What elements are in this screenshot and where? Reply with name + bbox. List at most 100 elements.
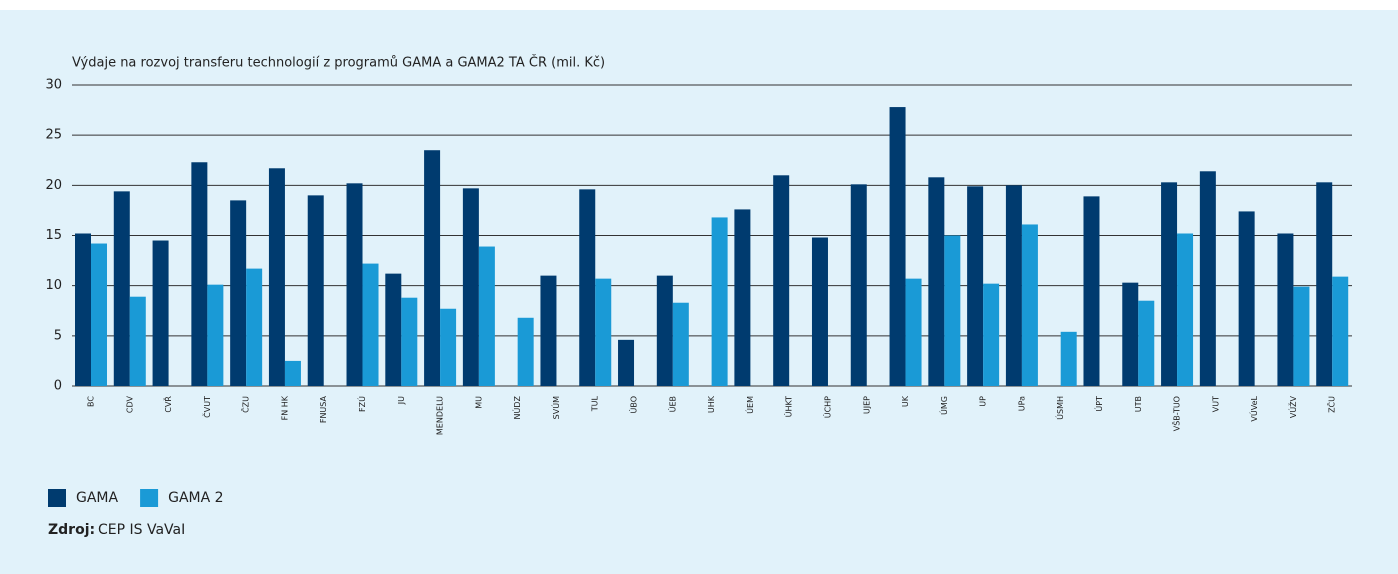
bar	[928, 177, 945, 386]
x-tick-label: ÚBO	[628, 396, 639, 414]
source: CEP IS VaVaI	[98, 522, 185, 538]
x-tick-label: FNUSA	[319, 395, 328, 423]
bar	[462, 188, 479, 386]
bar	[850, 184, 867, 386]
x-tick-label: UP	[979, 396, 988, 407]
y-tick-label: 10	[45, 278, 62, 293]
bar	[1021, 224, 1038, 386]
x-tick-label: ÚMG	[938, 396, 949, 415]
x-tick-label: TUL	[591, 395, 600, 412]
x-tick-label: VÚVeL	[1248, 395, 1259, 421]
legend-swatch	[48, 489, 66, 507]
bar	[711, 217, 728, 386]
bar	[268, 168, 285, 386]
bar	[1332, 276, 1349, 386]
x-tick-label: CDV	[125, 395, 134, 413]
bar	[75, 233, 91, 386]
y-tick-label: 15	[45, 228, 62, 243]
y-tick-label: 25	[45, 128, 62, 143]
bar	[1238, 211, 1255, 386]
bar	[129, 296, 146, 386]
x-tick-label: BC	[87, 396, 96, 407]
bar	[734, 209, 751, 386]
bar	[424, 150, 441, 386]
bar	[811, 237, 828, 386]
x-tick-label: VŠB-TUO	[1171, 396, 1182, 431]
source-label: Zdroj:	[48, 522, 95, 538]
x-tick-label: FN HK	[280, 395, 289, 420]
bar	[230, 200, 247, 386]
bar	[517, 317, 534, 386]
x-tick-label: VÚŽV	[1287, 395, 1298, 418]
bar	[983, 283, 1000, 386]
y-tick-label: 20	[45, 178, 62, 193]
x-tick-label: UPa	[1017, 396, 1026, 411]
bar	[1161, 182, 1178, 386]
bar	[944, 235, 961, 386]
bar	[1293, 286, 1310, 386]
bar	[401, 297, 418, 386]
x-tick-label: NÚDZ	[511, 395, 522, 419]
bar	[385, 273, 402, 386]
x-tick-label: JU	[397, 396, 406, 405]
x-tick-label: UHK	[707, 395, 716, 413]
bar	[307, 195, 324, 386]
x-tick-label: ČVUT	[201, 396, 212, 418]
bar	[1122, 282, 1139, 386]
bar	[618, 339, 635, 386]
bar	[284, 360, 301, 386]
x-tick-label: CVŘ	[163, 396, 173, 413]
bar	[1277, 233, 1294, 386]
bar	[191, 162, 208, 386]
x-tick-label: ÚHKT	[783, 396, 794, 417]
bar	[1005, 185, 1022, 386]
x-tick-label: VUT	[1211, 396, 1220, 412]
legend-label: GAMA	[76, 490, 119, 506]
chart-title: Výdaje na rozvoj transferu technologií z…	[72, 55, 605, 71]
x-tick-label: MU	[474, 396, 483, 409]
bar	[1177, 233, 1194, 386]
x-tick-label: UK	[901, 395, 910, 407]
x-tick-label: ÚEB	[666, 396, 677, 412]
bar	[967, 186, 984, 386]
y-tick-label: 5	[54, 328, 62, 343]
bar	[579, 189, 596, 386]
bar	[113, 191, 130, 386]
bar	[889, 107, 906, 386]
bar	[1138, 300, 1155, 386]
bar	[440, 308, 457, 386]
legend-label: GAMA 2	[168, 490, 223, 506]
bar	[478, 246, 495, 386]
bar	[346, 183, 363, 386]
bar	[246, 268, 263, 386]
bar	[773, 175, 790, 386]
legend-swatch	[140, 489, 159, 507]
y-tick-label: 0	[54, 379, 62, 394]
x-tick-label: ÚCHP	[821, 396, 832, 418]
x-tick-label: ZČU	[1326, 396, 1337, 413]
bar	[1083, 196, 1100, 386]
bar	[91, 243, 107, 386]
x-tick-label: UJEP	[862, 396, 871, 414]
x-tick-label: UTB	[1134, 396, 1143, 412]
x-tick-label: SVÚM	[550, 396, 561, 419]
bar	[207, 284, 224, 386]
bar	[540, 275, 557, 386]
bar	[1199, 171, 1216, 386]
x-tick-label: FZÚ	[356, 396, 367, 412]
bar	[1060, 331, 1077, 386]
bar	[672, 302, 689, 386]
bar	[905, 278, 922, 386]
bar	[362, 263, 379, 386]
x-tick-label: ČZU	[240, 396, 251, 413]
y-tick-label: 30	[45, 78, 62, 93]
x-tick-label: ÚPT	[1093, 396, 1104, 412]
x-tick-label: ÚEM	[744, 396, 755, 414]
x-tick-label: ÚSMH	[1054, 396, 1065, 420]
bar	[1316, 182, 1333, 386]
bar	[152, 240, 169, 386]
bar	[595, 278, 612, 386]
bar	[656, 275, 673, 386]
x-tick-label: MENDELU	[436, 396, 445, 435]
